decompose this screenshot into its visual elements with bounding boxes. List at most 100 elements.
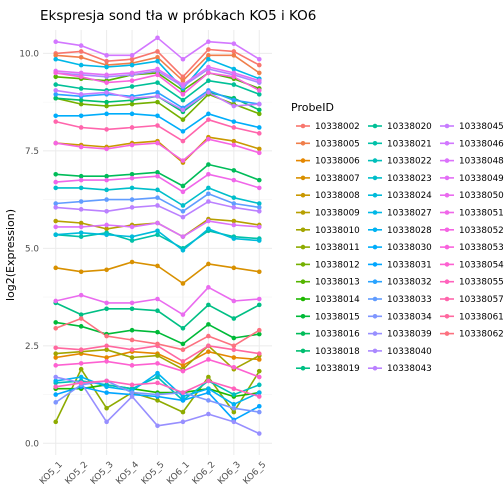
legend-label: 10338019 xyxy=(315,364,360,374)
data-point-10338061 xyxy=(104,343,109,349)
legend-item-10338023: 10338023 xyxy=(368,174,432,184)
data-point-10338019 xyxy=(78,312,84,317)
legend-item-10338050: 10338050 xyxy=(440,191,504,201)
legend-item-10338045: 10338045 xyxy=(440,122,504,132)
data-point-10338023 xyxy=(155,187,160,193)
data-point-10338027 xyxy=(104,64,109,70)
legend-label: 10338046 xyxy=(459,139,504,149)
legend-label: 10338031 xyxy=(387,260,432,270)
data-point-10338057 xyxy=(104,127,109,132)
legend-key-point xyxy=(372,141,378,146)
data-point-10338045 xyxy=(155,93,160,99)
data-point-10338030 xyxy=(180,129,186,134)
data-point-10338045 xyxy=(180,107,186,113)
legend: 10338002 10338005 10338006 10338007 10338008… xyxy=(296,122,504,374)
data-point-10338051 xyxy=(53,179,59,185)
legend-key-point xyxy=(300,210,306,215)
data-point-10338046 xyxy=(231,41,237,46)
legend-label: 10338027 xyxy=(387,209,432,219)
data-point-10338050 xyxy=(53,298,59,304)
legend-key-point xyxy=(372,262,378,267)
data-point-10338045 xyxy=(53,88,59,93)
data-point-10338031 xyxy=(256,403,262,409)
data-point-10338052 xyxy=(256,150,262,156)
data-point-10338007 xyxy=(206,261,211,267)
data-point-10338024 xyxy=(78,230,84,236)
data-point-10338032 xyxy=(155,90,160,95)
data-point-10338048 xyxy=(180,234,186,239)
legend-key-point xyxy=(444,244,450,250)
data-point-10338027 xyxy=(155,58,160,64)
data-point-10338046 xyxy=(104,53,109,58)
data-point-10338023 xyxy=(78,185,84,191)
data-point-10338055 xyxy=(256,394,262,399)
legend-item-10338043: 10338043 xyxy=(368,364,432,374)
data-point-10338049 xyxy=(231,70,237,76)
data-point-10338015 xyxy=(180,341,186,347)
data-point-10338020 xyxy=(129,84,135,89)
legend-key-point xyxy=(300,331,306,336)
data-point-10338011 xyxy=(78,366,84,372)
legend-key-point xyxy=(300,244,306,250)
data-point-10338033 xyxy=(53,201,59,206)
legend-label: 10338002 xyxy=(315,122,360,132)
legend-label: 10338008 xyxy=(315,191,360,201)
data-point-10338023 xyxy=(53,185,59,191)
legend-item-10338014: 10338014 xyxy=(296,295,360,305)
data-point-10338051 xyxy=(206,171,211,177)
data-point-10338061 xyxy=(53,345,59,351)
data-point-10338019 xyxy=(180,325,186,331)
data-point-10338006 xyxy=(256,357,262,362)
data-point-10338002 xyxy=(206,47,211,52)
data-point-10338050 xyxy=(155,296,160,302)
legend-label: 10338028 xyxy=(387,226,432,236)
data-point-10338010 xyxy=(104,347,109,353)
data-point-10338018 xyxy=(104,99,109,105)
data-point-10338055 xyxy=(206,378,211,384)
data-point-10338016 xyxy=(53,171,59,177)
data-point-10338043 xyxy=(129,205,135,210)
x-tick-label: KO6_1 xyxy=(165,460,192,487)
data-point-10338046 xyxy=(180,56,186,62)
legend-item-10338010: 10338010 xyxy=(296,226,360,236)
data-point-10338052 xyxy=(231,142,237,148)
legend-label: 10338032 xyxy=(387,278,432,288)
legend-label: 10338011 xyxy=(315,243,360,253)
legend-item-10338002: 10338002 xyxy=(296,122,360,132)
data-point-10338055 xyxy=(104,378,109,384)
data-point-10338019 xyxy=(129,306,135,312)
legend-item-10338034: 10338034 xyxy=(368,312,432,322)
legend-item-10338039: 10338039 xyxy=(368,330,432,340)
legend-label: 10338005 xyxy=(315,139,360,149)
x-tick-label: KO6_3 xyxy=(216,460,243,487)
legend-label: 10338052 xyxy=(459,226,504,236)
legend-item-10338027: 10338027 xyxy=(368,209,432,219)
data-point-10338020 xyxy=(53,82,59,87)
data-point-10338031 xyxy=(104,390,109,395)
data-point-10338054 xyxy=(129,363,135,368)
data-point-10338053 xyxy=(78,74,84,80)
data-point-10338023 xyxy=(104,187,109,193)
data-point-10338006 xyxy=(206,349,211,354)
data-point-10338049 xyxy=(104,72,109,78)
legend-key-point xyxy=(372,123,378,129)
data-point-10338019 xyxy=(206,302,211,308)
data-point-10338048 xyxy=(206,218,211,224)
data-point-10338012 xyxy=(155,99,160,105)
data-point-10338062 xyxy=(129,337,135,343)
data-point-10338050 xyxy=(180,312,186,317)
legend-item-10338015: 10338015 xyxy=(296,312,360,322)
data-point-10338021 xyxy=(129,238,135,243)
data-point-10338010 xyxy=(155,353,160,358)
legend-item-10338011: 10338011 xyxy=(296,243,360,253)
data-point-10338031 xyxy=(180,398,186,403)
data-point-10338002 xyxy=(78,49,84,54)
data-point-10338011 xyxy=(206,374,211,380)
legend-item-10338052: 10338052 xyxy=(440,226,504,236)
legend-label: 10338022 xyxy=(387,157,432,167)
legend-item-10338031: 10338031 xyxy=(368,260,432,270)
x-tick-label: KO5_4 xyxy=(114,460,141,487)
data-point-10338048 xyxy=(78,224,84,230)
legend-label: 10338062 xyxy=(459,330,504,340)
data-point-10338024 xyxy=(129,234,135,239)
